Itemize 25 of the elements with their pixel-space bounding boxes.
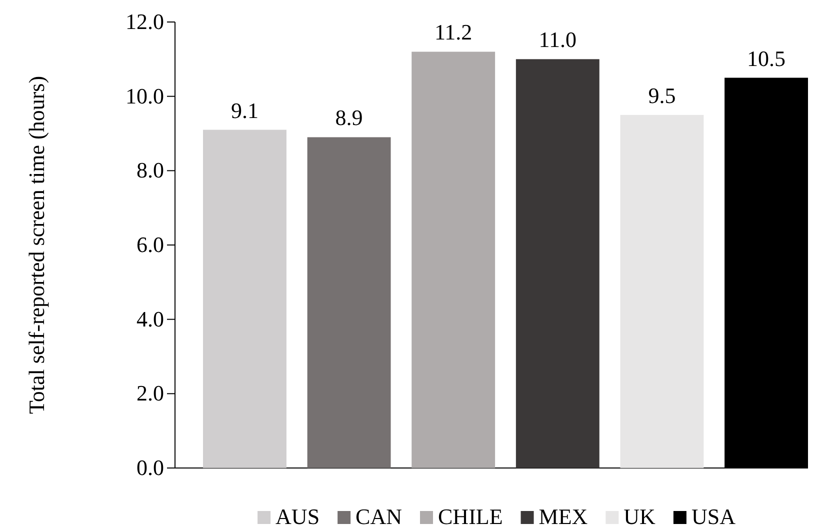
data-label: 11.0 <box>538 27 576 52</box>
bar <box>203 130 286 468</box>
y-tick-label: 4.0 <box>136 306 164 332</box>
legend-label: CHILE <box>438 504 503 529</box>
y-tick-label: 8.0 <box>136 158 164 183</box>
legend-label: USA <box>691 504 736 529</box>
data-label: 11.2 <box>434 20 472 45</box>
bar <box>412 52 496 468</box>
data-label: 10.5 <box>747 46 786 71</box>
data-label: 8.9 <box>335 105 363 130</box>
y-tick-label: 10.0 <box>126 83 164 108</box>
y-tick-label: 0.0 <box>136 455 164 480</box>
legend-label: CAN <box>356 504 402 529</box>
data-label: 9.1 <box>230 98 258 123</box>
bar <box>516 59 600 468</box>
y-tick-label: 12.0 <box>126 9 164 34</box>
y-axis-title: Total self-reported screen time (hours) <box>24 76 49 414</box>
y-tick-label: 2.0 <box>136 380 164 406</box>
y-tick-label: 6.0 <box>136 232 164 258</box>
legend-label: MEX <box>538 504 588 529</box>
bar <box>307 137 391 468</box>
legend-label: UK <box>624 504 656 529</box>
legend-label: AUS <box>276 504 320 529</box>
bar <box>620 114 704 468</box>
data-label: 9.5 <box>648 82 676 108</box>
